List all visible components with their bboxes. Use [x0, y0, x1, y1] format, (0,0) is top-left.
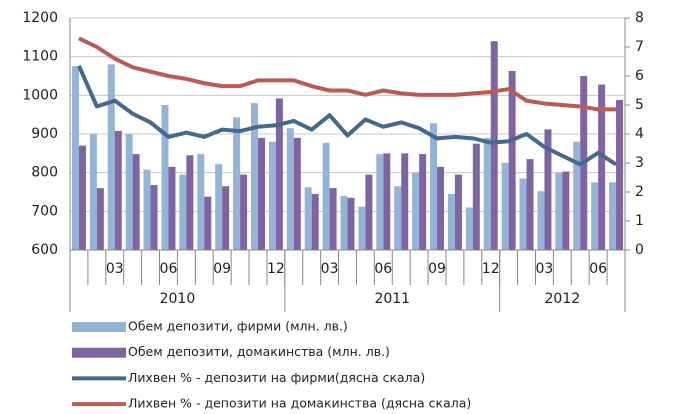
bar — [275, 98, 283, 250]
bar — [430, 123, 438, 250]
bar — [519, 178, 527, 250]
bar — [472, 143, 480, 250]
bar — [233, 117, 241, 250]
y-tick-label: 600 — [31, 242, 58, 258]
bar — [89, 134, 97, 250]
bar — [204, 196, 212, 250]
group-label: 2010 — [160, 291, 196, 307]
legend-swatch — [72, 322, 126, 332]
legend-swatch — [72, 347, 126, 358]
bar — [222, 186, 230, 250]
bar — [257, 137, 265, 250]
bar — [78, 145, 86, 250]
y-tick-label: 1000 — [22, 87, 58, 103]
bar — [125, 134, 133, 250]
bar — [322, 142, 330, 250]
bar — [168, 166, 176, 250]
y-tick-label: 1200 — [22, 10, 58, 26]
y2-tick-label: 8 — [635, 10, 644, 26]
bar — [132, 154, 140, 250]
bar — [143, 169, 151, 250]
y2-tick-label: 2 — [635, 184, 644, 200]
bar — [537, 191, 545, 250]
bar — [383, 153, 391, 250]
bar — [598, 84, 606, 250]
bar — [555, 172, 563, 250]
bar — [609, 182, 617, 250]
bar — [365, 174, 373, 250]
x-tick-label: 06 — [160, 261, 178, 277]
y2-tick-label: 6 — [635, 68, 644, 84]
y-tick-label: 1100 — [22, 49, 58, 65]
bar — [562, 171, 570, 250]
bar — [394, 186, 402, 250]
x-tick-label: 06 — [374, 261, 392, 277]
bar — [490, 41, 498, 251]
y2-tick-label: 5 — [635, 97, 644, 113]
bar — [179, 174, 187, 250]
bar — [454, 174, 462, 250]
legend-label: Лихвен % - депозити на фирми(дясна скала… — [128, 370, 425, 385]
y2-tick-label: 0 — [635, 242, 644, 258]
line-series — [78, 36, 617, 112]
bar — [329, 188, 337, 250]
bar — [376, 154, 384, 250]
group-label: 2011 — [374, 291, 410, 307]
bar — [591, 182, 599, 250]
bar — [347, 197, 355, 250]
bar — [483, 137, 491, 250]
bar — [150, 185, 158, 250]
y-tick-label: 800 — [31, 165, 58, 181]
x-tick-label: 03 — [536, 261, 554, 277]
legend-label: Обем депозити, фирми (млн. лв.) — [128, 319, 348, 334]
bar — [526, 159, 534, 250]
x-tick-label: 03 — [321, 261, 339, 277]
bar — [419, 154, 427, 250]
bar — [114, 130, 122, 250]
bar — [250, 103, 258, 250]
y-tick-label: 700 — [31, 203, 58, 219]
bar — [240, 174, 248, 250]
bar — [544, 129, 552, 250]
bar — [161, 105, 169, 250]
bar — [71, 66, 79, 250]
bar — [465, 207, 473, 250]
x-tick-label: 06 — [589, 261, 607, 277]
bar — [197, 154, 205, 250]
bar — [508, 70, 516, 251]
legend-label: Обем депозити, домакинства (млн. лв.) — [128, 344, 390, 359]
y2-tick-label: 7 — [635, 39, 644, 55]
x-tick-label: 12 — [267, 261, 285, 277]
bar — [186, 155, 194, 250]
bar — [215, 164, 223, 250]
bar — [107, 64, 115, 251]
y2-tick-label: 3 — [635, 155, 644, 171]
y-tick-label: 900 — [31, 126, 58, 142]
bar — [268, 141, 276, 250]
bar — [311, 193, 319, 250]
bar — [501, 163, 509, 250]
legend-label: Лихвен % - депозити на домакинства (дясн… — [128, 396, 471, 411]
group-label: 2012 — [545, 291, 581, 307]
bar — [447, 193, 455, 250]
bar — [437, 166, 445, 250]
bar — [616, 99, 624, 251]
x-tick-label: 09 — [213, 261, 231, 277]
x-tick-label: 12 — [482, 261, 500, 277]
line-series — [77, 65, 618, 167]
bar — [286, 128, 294, 250]
bar — [358, 206, 366, 250]
bar — [401, 153, 409, 250]
bar — [293, 137, 301, 250]
bar — [573, 141, 581, 250]
bar — [304, 187, 312, 250]
y2-tick-label: 1 — [635, 213, 644, 229]
x-tick-label: 03 — [106, 261, 124, 277]
bar — [96, 188, 104, 250]
y2-tick-label: 4 — [635, 126, 644, 142]
bar — [412, 172, 420, 250]
x-tick-label: 09 — [428, 261, 446, 277]
bar — [340, 195, 348, 250]
